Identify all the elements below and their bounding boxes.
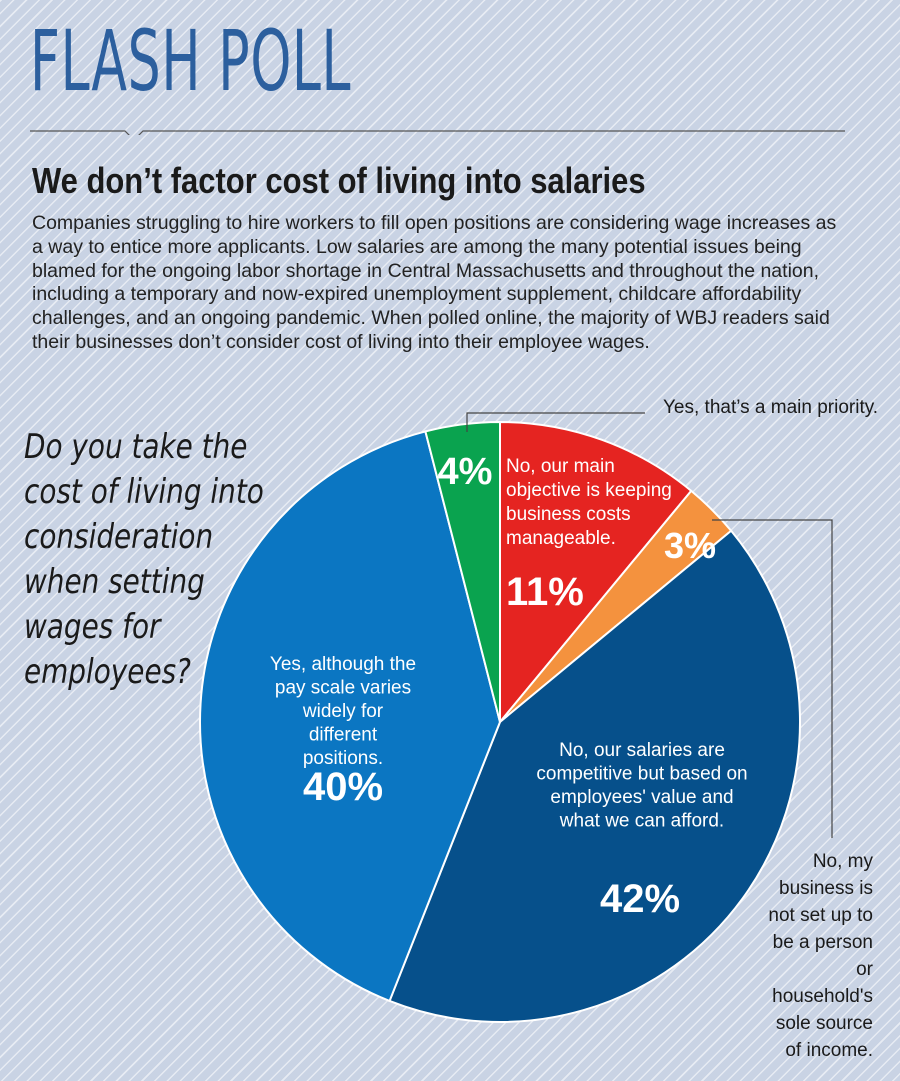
slice-yes-priority [424,420,501,723]
slice-no-competitive [388,529,801,1023]
poll-question: Do you take the cost of living into cons… [24,427,264,692]
slice-label-yes-varies: Yes, although the pay scale varies widely … [270,654,416,769]
slice-label-no-competitive: No, our salaries are competitive but base… [536,740,747,832]
value-yes-varies: 40% [303,765,383,809]
leader-yes-priority [466,412,645,432]
value-no-costs: 11% [506,570,584,614]
intro-paragraph: Companies struggling to hire workers to … [32,212,837,353]
headline: We don’t factor cost of living into sala… [32,160,646,201]
value-yes-priority: 4% [438,451,493,493]
value-no-competitive: 42% [600,877,680,921]
label-yes-main-priority: Yes, that’s a main priority. [663,397,879,418]
slice-yes-varies [199,430,502,1003]
label-no-not-sole-income: No, my business is not set up to be a pe… [768,851,873,1061]
masthead: FLASH POLL [30,12,352,110]
leader-no-sole-income [712,519,833,838]
slice-no-costs [499,420,693,725]
value-no-sole-income: 3% [664,525,716,566]
slice-label-no-costs: No, our main objective is keeping business… [506,456,672,549]
